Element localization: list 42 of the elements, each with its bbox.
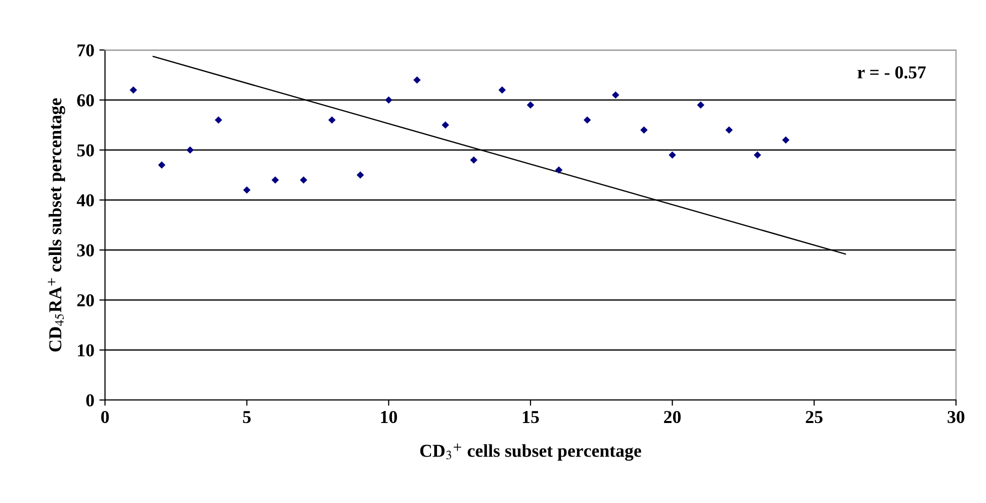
- point: [130, 86, 138, 94]
- x-tick-label: 25: [806, 410, 823, 424]
- point: [356, 171, 364, 179]
- point: [584, 116, 591, 124]
- point: [470, 156, 478, 164]
- point: [328, 116, 336, 124]
- y-tick-label: 10: [78, 344, 94, 356]
- point: [243, 186, 251, 194]
- x-tick-label: 15: [522, 411, 539, 424]
- point: [186, 146, 194, 154]
- point: [384, 96, 392, 104]
- x-tick-label: 5: [243, 411, 251, 424]
- point: [272, 176, 279, 184]
- point: [442, 121, 450, 129]
- annotation: r = - 0.57: [858, 66, 926, 79]
- x-tick-label: 20: [664, 410, 681, 424]
- point: [300, 176, 308, 184]
- x-axis-title: CD$_{3}$$^{+}$ cells subset percentage: [420, 443, 642, 461]
- point: [555, 166, 563, 174]
- point: [754, 151, 762, 159]
- point: [498, 86, 506, 94]
- point: [612, 91, 620, 99]
- y-tick-label: 0: [86, 394, 94, 406]
- y-tick-label: 60: [77, 94, 94, 106]
- point: [697, 101, 704, 109]
- y-tick-label: 70: [78, 44, 94, 56]
- x-tick-label: 10: [381, 410, 398, 424]
- x-tick-label: 0: [101, 410, 109, 424]
- point: [782, 136, 790, 144]
- y-tick-label: 20: [77, 294, 94, 306]
- y-tick-label: 50: [77, 144, 94, 156]
- point: [158, 161, 166, 169]
- x-tick-label: 30: [948, 410, 964, 424]
- point: [640, 126, 648, 134]
- point: [526, 101, 534, 109]
- y-axis-title: CD$_{45}$RA$^{+}$ cells subset percentage: [48, 98, 66, 352]
- y-tick-label: 40: [76, 194, 94, 206]
- point: [725, 126, 733, 134]
- point: [668, 151, 676, 159]
- point: [413, 76, 421, 84]
- y-tick-label: 30: [77, 244, 94, 256]
- point: [214, 116, 222, 124]
